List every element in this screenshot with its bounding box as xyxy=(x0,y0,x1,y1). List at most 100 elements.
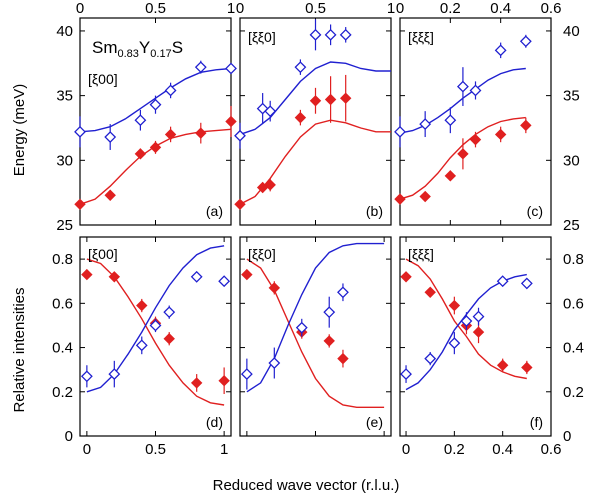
data-point-open xyxy=(294,61,307,74)
data-point-open xyxy=(520,277,533,290)
data-point-open xyxy=(256,102,269,115)
panel-label: (e) xyxy=(366,414,383,430)
data-point-open xyxy=(149,98,162,111)
data-point-filled xyxy=(234,198,246,211)
y-tick-label: 40 xyxy=(563,23,580,40)
panel-f: 0 0.2 0.4 0.600.20.40.60.8[ξξξ](f) xyxy=(399,236,584,458)
data-point-filled xyxy=(448,299,461,312)
direction-label: [ξξξ] xyxy=(408,29,434,45)
y-axis-title-energy: Energy (meV) xyxy=(11,84,28,177)
data-point-filled xyxy=(419,190,431,203)
panel-e: [ξξ0] (e) xyxy=(239,236,392,437)
y-tick-label: 25 xyxy=(563,217,580,234)
data-point-filled xyxy=(264,179,276,191)
y-tick-label: 0 xyxy=(563,428,571,445)
data-point-filled xyxy=(104,189,116,201)
data-point-filled xyxy=(400,271,412,283)
data-point-open xyxy=(472,310,485,323)
direction-label: [ξξ0] xyxy=(248,246,276,262)
data-point-open xyxy=(190,270,203,283)
y-tick-label: 0.4 xyxy=(52,340,73,357)
x-axis-title: Reduced wave vector (r.l.u.) xyxy=(213,477,400,494)
data-point-filled xyxy=(444,170,457,182)
data-point-open xyxy=(74,125,86,138)
data-point-filled xyxy=(494,128,507,141)
y-tick-label: 0.6 xyxy=(52,295,73,312)
x-tick-label: 0.5 xyxy=(305,0,326,17)
data-point-filled xyxy=(195,127,207,139)
x-tick-label: 0 xyxy=(396,0,404,17)
data-point-open xyxy=(234,129,246,142)
data-point-open xyxy=(218,275,231,288)
data-point-open xyxy=(225,62,237,75)
data-point-filled xyxy=(241,268,253,281)
y-tick-label: 40 xyxy=(56,23,73,40)
data-point-filled xyxy=(163,333,175,345)
data-point-open xyxy=(164,84,177,97)
y-tick-label: 0.4 xyxy=(563,340,584,357)
data-point-open xyxy=(496,275,509,288)
model-curve-blue xyxy=(86,245,225,393)
data-point-filled xyxy=(520,119,532,132)
x-tick-label: 0.5 xyxy=(145,441,166,458)
data-point-open xyxy=(394,125,406,138)
panel-label: (b) xyxy=(366,203,383,219)
data-point-filled xyxy=(394,193,406,205)
x-tick-label: 1 xyxy=(227,0,235,17)
panel-frame-d xyxy=(79,236,232,437)
x-tick-label: 0 xyxy=(402,441,410,458)
data-point-open xyxy=(469,84,482,97)
data-point-open xyxy=(460,315,473,327)
y-tick-label: 0.2 xyxy=(563,384,584,401)
data-point-filled xyxy=(190,377,203,389)
panel-frame-e xyxy=(239,236,392,437)
panel-b: 0 0.5 1 [ξξ0] (b) xyxy=(234,0,395,226)
data-point-filled xyxy=(225,115,237,128)
direction-label: [ξ00] xyxy=(88,71,118,87)
x-tick-label: 0.4 xyxy=(490,0,511,17)
x-tick-label: 1 xyxy=(220,441,228,458)
data-point-open xyxy=(337,286,349,299)
y-tick-label: 35 xyxy=(56,88,73,105)
panel-label: (a) xyxy=(206,203,223,219)
panel-frame-f xyxy=(399,236,552,437)
data-point-open xyxy=(194,61,207,74)
data-point-open xyxy=(323,306,336,319)
y-tick-label: 0.8 xyxy=(52,251,73,268)
x-tick-label: 1 xyxy=(387,0,395,17)
model-curve-red xyxy=(405,258,527,380)
panel-d: 0 0.5 1 0 0.2 0.4 0.6 0.8 [ξ00] (d) xyxy=(52,236,232,458)
data-point-open xyxy=(149,319,162,332)
data-point-filled xyxy=(136,299,148,312)
data-point-open xyxy=(324,28,337,41)
data-point-filled xyxy=(337,352,349,365)
data-point-filled xyxy=(324,93,337,106)
y-tick-label: 30 xyxy=(563,152,580,169)
data-point-filled xyxy=(424,286,436,298)
direction-label: [ξξ0] xyxy=(248,29,276,45)
x-tick-label: 0 xyxy=(83,441,91,458)
data-point-open xyxy=(309,28,322,41)
data-point-open xyxy=(108,368,121,381)
data-point-open xyxy=(456,80,469,93)
y-tick-label: 30 xyxy=(56,152,73,169)
data-point-open xyxy=(295,321,308,334)
model-curve-red xyxy=(246,258,385,408)
y-tick-label: 0.6 xyxy=(563,295,584,312)
panel-a: 0 0.5 1 25 30 35 40 [ξ00] (a) xyxy=(56,0,237,234)
panel-c: 0 0.2 0.4 0.6 25 30 35 40 [ξξξ] (c) xyxy=(394,0,580,234)
x-tick-label: 0 xyxy=(236,0,244,17)
data-point-filled xyxy=(469,133,482,146)
data-point-filled xyxy=(472,326,485,338)
data-point-filled xyxy=(521,361,533,374)
y-tick-label: 35 xyxy=(563,88,580,105)
data-point-filled xyxy=(149,141,162,154)
model-curve-blue xyxy=(239,61,391,136)
compound-label: Sm0.83Y0.17S xyxy=(92,38,183,60)
data-point-open xyxy=(135,339,148,352)
data-point-filled xyxy=(74,198,86,211)
data-point-open xyxy=(339,28,352,41)
panel-label: (c) xyxy=(527,203,543,219)
data-point-filled xyxy=(323,335,335,347)
